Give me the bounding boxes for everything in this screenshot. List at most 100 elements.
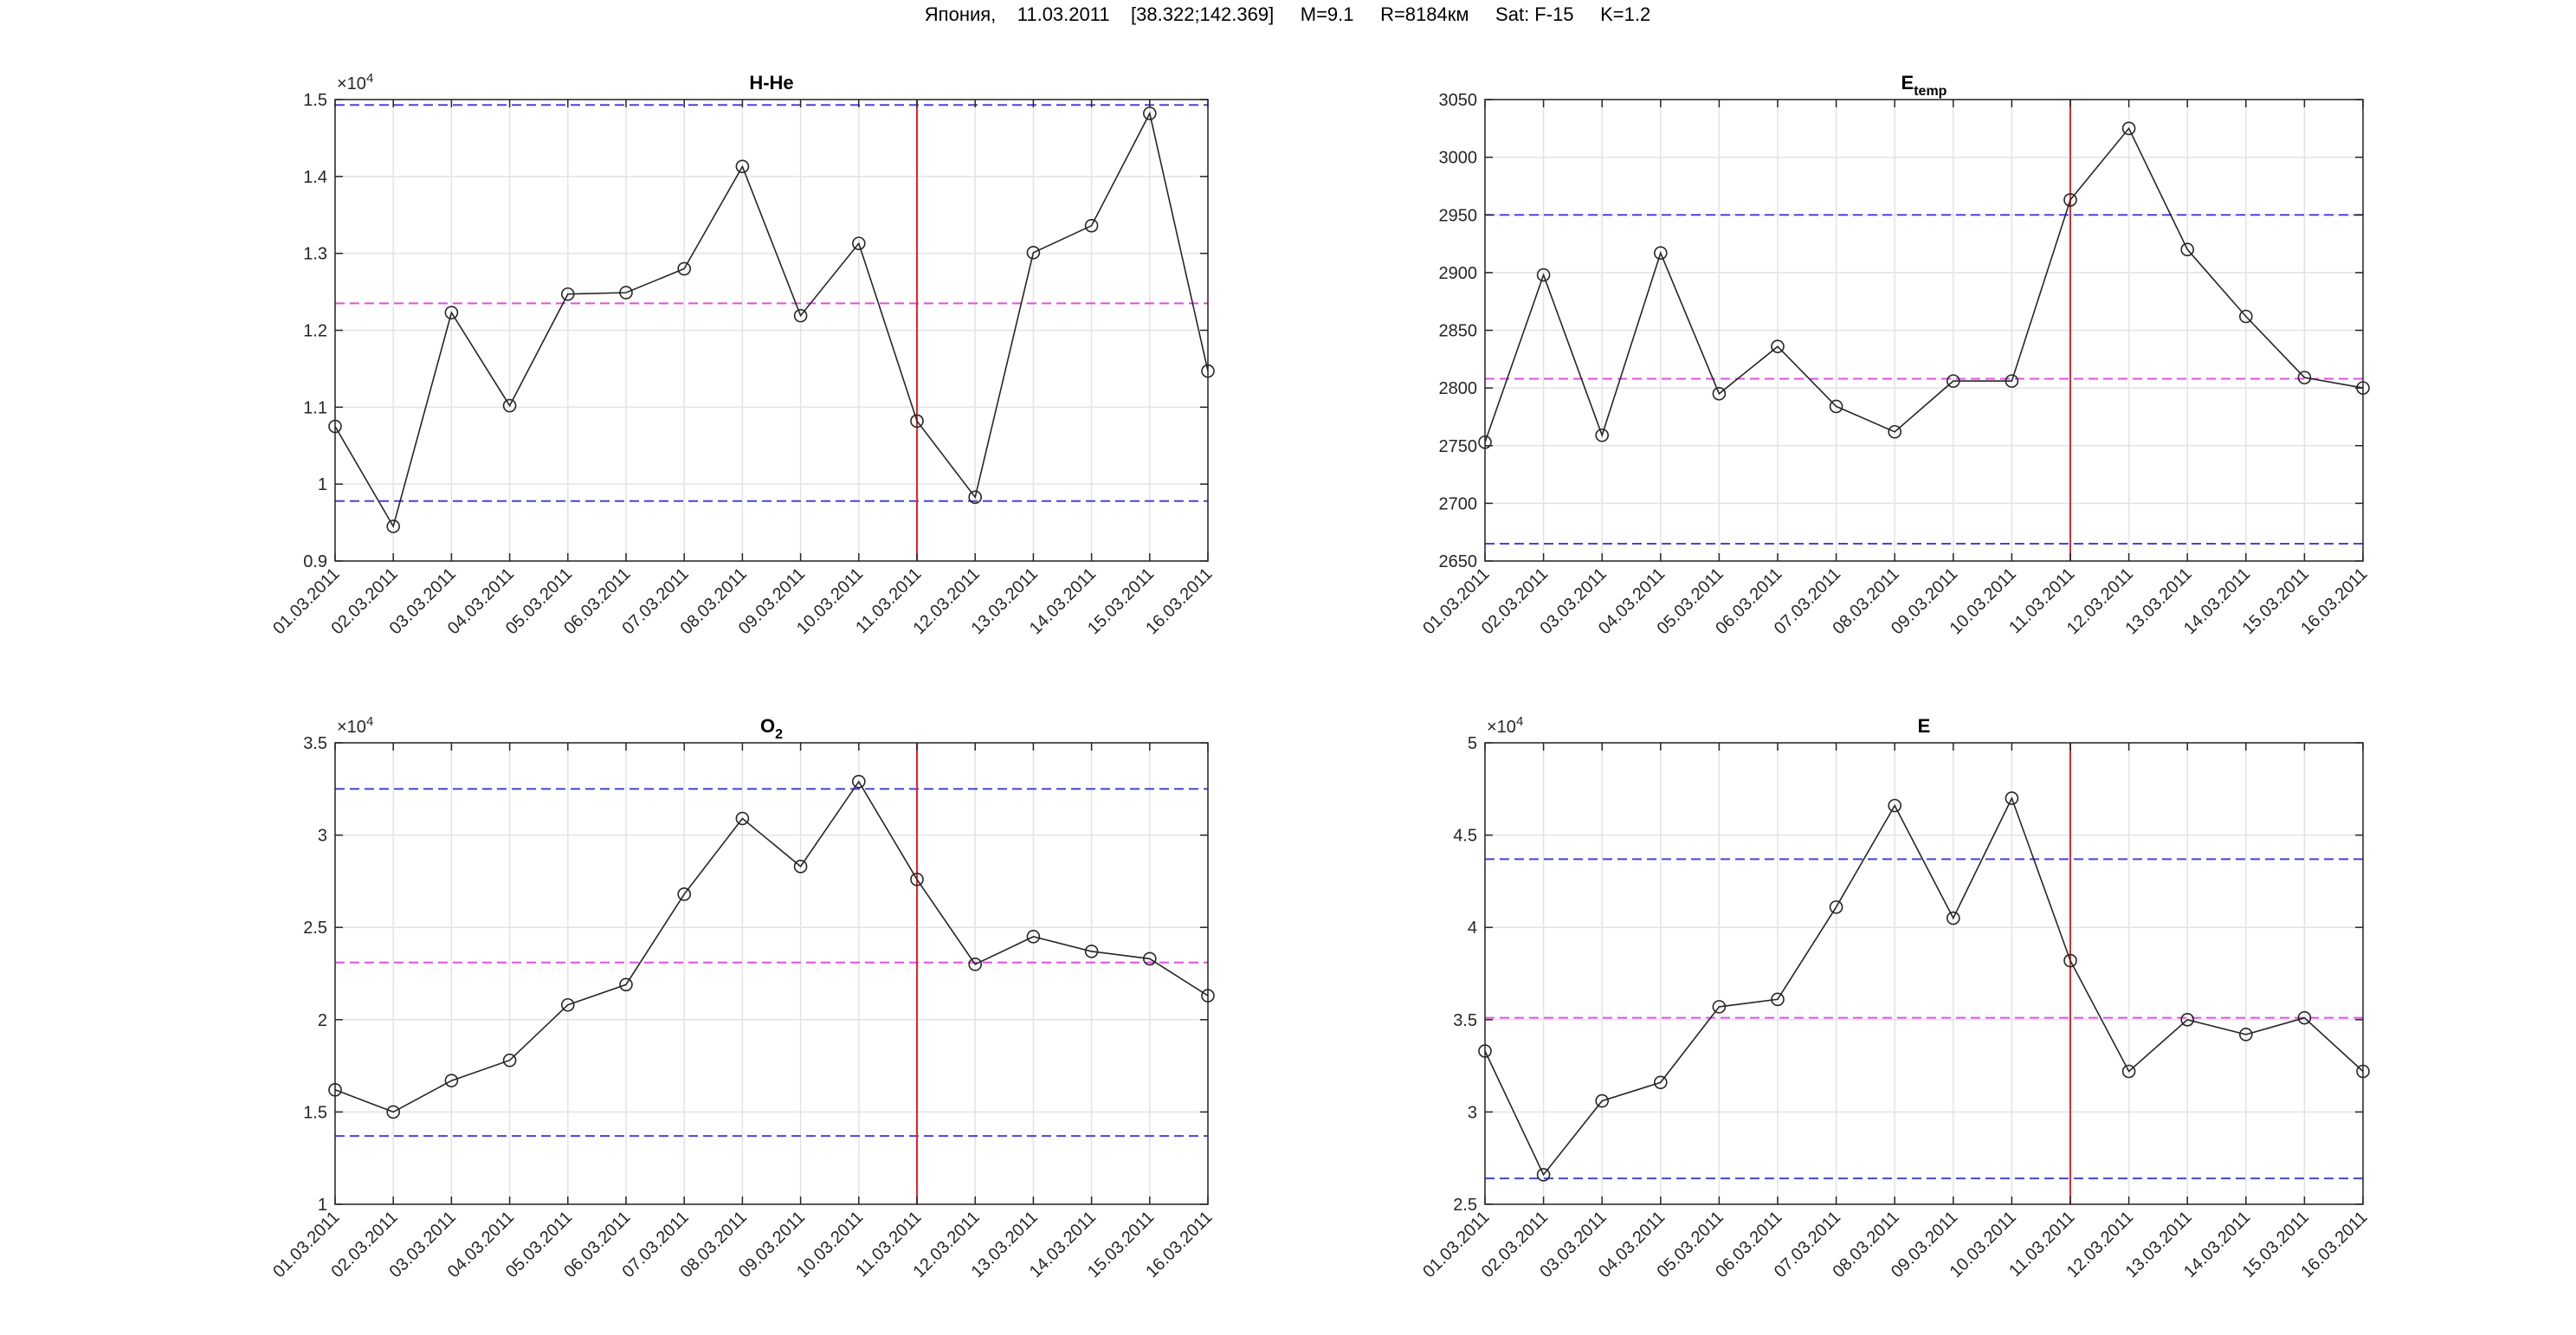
etemp-data-point	[1829, 399, 1843, 414]
o2-data-point	[677, 887, 692, 901]
o2-data-point	[910, 872, 924, 887]
etemp-data-point	[1771, 339, 1785, 353]
o2-y-tick-label: 2	[318, 1011, 327, 1030]
etemp-y-tick-label: 2800	[1439, 379, 1478, 398]
etemp-data-point	[1712, 386, 1727, 401]
e-y-tick-label: 4	[1468, 919, 1477, 938]
e-tick-marks	[1484, 742, 2364, 1205]
hhe-data-point	[619, 286, 633, 300]
e-plot-area	[1485, 743, 2363, 1204]
etemp-tick-marks	[1484, 99, 2364, 562]
chart-o2: 11.522.533.501.03.201102.03.201103.03.20…	[269, 714, 1216, 1281]
hhe-data-point	[677, 261, 692, 276]
hhe-data-point	[1143, 106, 1157, 120]
chart-e: 2.533.544.5501.03.201102.03.201103.03.20…	[1419, 714, 2371, 1281]
o2-data-point	[444, 1074, 459, 1087]
e-data-point	[1829, 900, 1843, 914]
e-data-point	[1536, 1168, 1551, 1182]
o2-data-point	[793, 860, 808, 874]
hhe-data-point	[851, 236, 866, 250]
etemp-data-point	[2121, 121, 2136, 136]
hhe-y-tick-label: 1.3	[303, 245, 327, 264]
e-y-tick-label: 3	[1468, 1103, 1477, 1122]
hhe-y-tick-label: 1.2	[303, 322, 327, 341]
e-data-point	[1595, 1093, 1609, 1108]
etemp-y-tick-label: 2950	[1439, 206, 1478, 225]
o2-title: O2	[760, 715, 783, 742]
o2-data-point	[619, 977, 633, 992]
o2-y-tick-label: 1.5	[303, 1103, 327, 1122]
o2-series-line	[334, 780, 1209, 1113]
etemp-data-point	[1595, 428, 1609, 442]
etemp-data-point	[2180, 242, 2195, 257]
o2-data-point	[1026, 930, 1041, 944]
etemp-data-point	[2063, 193, 2077, 207]
o2-data-point	[1084, 945, 1099, 958]
figure-suptitle: Япония, 11.03.2011 [38.322;142.369] M=9.…	[925, 3, 1650, 25]
hhe-data-point	[444, 306, 459, 319]
e-data-point	[1946, 911, 1960, 925]
o2-y-tick-label: 1	[318, 1196, 327, 1215]
e-data-point	[2005, 791, 2019, 805]
e-data-point	[2121, 1064, 2136, 1079]
etemp-data-point	[2297, 371, 2312, 384]
hhe-data-point	[735, 159, 750, 174]
o2-y-tick-label: 3	[318, 827, 327, 846]
o2-data-point	[1201, 989, 1215, 1003]
hhe-data-point	[328, 419, 342, 434]
hhe-series-line	[334, 111, 1209, 529]
hhe-data-point	[560, 287, 575, 301]
e-exponent-label: ×104	[1487, 714, 1523, 737]
hhe-data-point	[793, 308, 808, 323]
hhe-y-tick-label: 1.1	[303, 398, 327, 417]
etemp-data-point	[2238, 309, 2253, 324]
e-series-line	[1484, 796, 2364, 1177]
hhe-tick-marks	[334, 99, 1209, 562]
e-y-tick-label: 3.5	[1453, 1011, 1477, 1030]
o2-data-point	[502, 1053, 517, 1067]
chart-etemp: 26502700275028002850290029503000305001.0…	[1419, 72, 2371, 638]
e-y-tick-label: 4.5	[1453, 827, 1477, 846]
hhe-title: H-He	[749, 72, 793, 94]
e-data-point	[1712, 1000, 1727, 1014]
o2-tick-marks	[334, 742, 1209, 1205]
o2-exponent-label: ×104	[337, 714, 373, 737]
chart-hhe: 0.911.11.21.31.41.501.03.201102.03.20110…	[269, 71, 1216, 638]
e-data-point	[1478, 1044, 1492, 1058]
hhe-data-point	[1026, 245, 1041, 260]
o2-y-tick-label: 3.5	[303, 734, 327, 753]
e-data-point	[1888, 798, 1902, 813]
o2-data-point	[968, 958, 983, 971]
o2-data-point	[851, 774, 866, 789]
e-data-point	[1653, 1075, 1668, 1090]
hhe-y-tick-label: 1.5	[303, 91, 327, 110]
e-data-point	[2063, 953, 2077, 968]
hhe-data-point	[1084, 218, 1099, 233]
etemp-series-line	[1484, 126, 2364, 443]
hhe-data-point	[1201, 364, 1215, 378]
o2-data-point	[735, 811, 750, 826]
o2-y-tick-label: 2.5	[303, 919, 327, 938]
hhe-data-point	[910, 414, 924, 429]
o2-axes-box	[334, 742, 1209, 1205]
etemp-data-point	[1946, 374, 1960, 388]
hhe-data-point	[386, 519, 400, 533]
etemp-y-tick-label: 2900	[1439, 264, 1478, 283]
e-y-tick-label: 5	[1468, 734, 1477, 753]
e-data-point	[2180, 1012, 2195, 1027]
e-data-point	[2238, 1028, 2253, 1042]
etemp-y-tick-label: 3050	[1439, 91, 1478, 110]
etemp-data-point	[1536, 268, 1551, 282]
etemp-data-point	[1478, 435, 1492, 449]
hhe-y-tick-label: 1	[318, 475, 327, 494]
etemp-data-point	[2005, 374, 2019, 388]
figure-suptitle-text: Япония, 11.03.2011 [38.322;142.369] M=9.…	[925, 3, 1650, 25]
hhe-data-point	[968, 490, 983, 505]
hhe-data-point	[502, 398, 517, 413]
e-y-tick-label: 2.5	[1453, 1196, 1477, 1215]
e-data-point	[1771, 992, 1785, 1007]
etemp-data-point	[1888, 424, 1902, 439]
hhe-y-tick-label: 0.9	[303, 552, 327, 571]
o2-data-point	[328, 1083, 342, 1097]
